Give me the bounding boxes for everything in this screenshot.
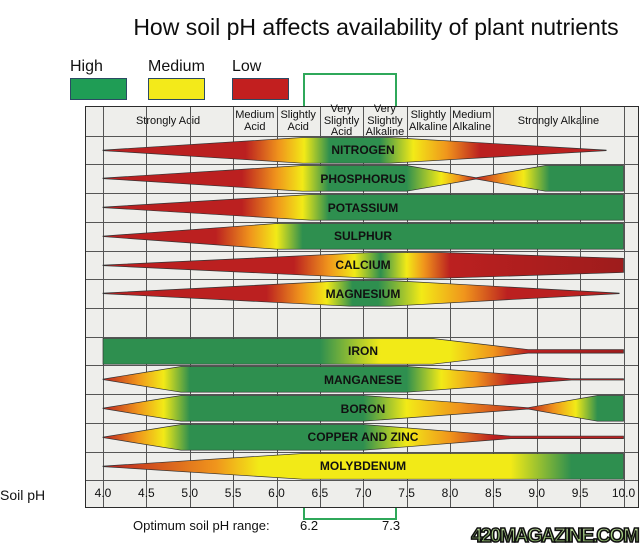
svg-text:420MAGAZINE.COM: 420MAGAZINE.COM xyxy=(471,525,639,547)
